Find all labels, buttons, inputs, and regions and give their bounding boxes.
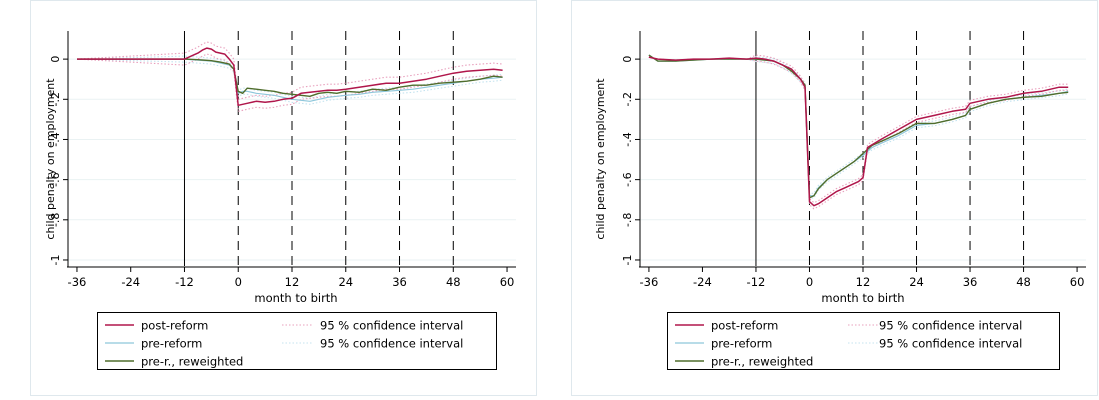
legend-box <box>97 312 497 370</box>
legend-label-ci-pre: 95 % confidence interval <box>879 337 1022 351</box>
y-axis-label: child penalty on employment <box>44 78 57 240</box>
y-tick-label: -.4 <box>621 132 634 146</box>
legend-label-ci-post: 95 % confidence interval <box>879 319 1022 333</box>
legend-label-post-reform: post-reform <box>711 319 778 333</box>
legend-label-ci-post: 95 % confidence interval <box>320 319 463 333</box>
ci-pre-lower-line <box>648 54 1069 199</box>
legend-label-pre-reweighted: pre-r., reweighted <box>141 355 243 369</box>
y-axis-label: child penalty on employment <box>594 78 607 240</box>
legend-label-pre-reform: pre-reform <box>711 337 772 351</box>
series-line-post-reform <box>648 56 1069 207</box>
legend-label-post-reform: post-reform <box>141 319 208 333</box>
x-tick-label: 24 <box>338 275 353 289</box>
y-tick-labels: 0 -.2 -.4 -.6 -.8 -1 <box>621 56 634 266</box>
x-tick-label: 60 <box>1070 275 1085 289</box>
y-tick-label: -1 <box>49 254 62 265</box>
plot-area <box>63 31 516 272</box>
x-tick-label: 60 <box>500 275 515 289</box>
x-tick-labels: -36 -24 -12 0 12 24 36 48 60 <box>68 275 515 289</box>
legend-label-pre-reweighted: pre-r., reweighted <box>711 355 813 369</box>
x-tick-label: 0 <box>235 275 242 289</box>
legend-label-ci-pre: 95 % confidence interval <box>320 337 463 351</box>
y-tick-label: -1 <box>621 254 634 265</box>
y-tick-labels: 0 -.2 -.4 -.6 -.8 -1 <box>49 56 62 266</box>
x-tick-label: 36 <box>963 275 978 289</box>
chart-right: 0 -.2 -.4 -.6 -.8 -1 -36 -24 -12 0 12 24 36 48 60 chi… <box>594 31 1086 370</box>
y-tick-label: -.6 <box>621 172 634 186</box>
x-tick-label: -12 <box>175 275 194 289</box>
legend-box <box>667 312 1060 370</box>
chart-left: 0 -.2 -.4 -.6 -.8 -1 -36 -24 -12 0 12 24 36 48 60 chi… <box>44 31 516 370</box>
y-tick-label: -.4 <box>49 132 62 146</box>
x-tick-label: -24 <box>121 275 140 289</box>
series-line-pre-reweighted <box>77 58 503 98</box>
x-tick-label: 0 <box>806 275 813 289</box>
y-tick-label: 0 <box>621 56 634 63</box>
y-tick-label: -.6 <box>49 172 62 186</box>
x-tick-labels: -36 -24 -12 0 12 24 36 48 60 <box>640 275 1085 289</box>
series-line-post-reform <box>77 47 503 107</box>
ci-pre-upper-line <box>648 54 1069 194</box>
y-tick-label: -.2 <box>621 92 634 106</box>
legend: post-reform pre-reform pre-r., reweighte… <box>667 312 1060 370</box>
x-tick-label: -24 <box>693 275 712 289</box>
x-tick-label: -36 <box>640 275 659 289</box>
ci-pre-lower-line <box>76 58 503 105</box>
y-tick-label: -.8 <box>49 213 62 227</box>
x-tick-label: 12 <box>285 275 300 289</box>
legend-label-pre-reform: pre-reform <box>141 337 202 351</box>
y-tick-label: -.2 <box>49 92 62 106</box>
y-tick-label: -.8 <box>621 213 634 227</box>
x-axis-label: month to birth <box>254 291 337 305</box>
x-tick-label: 36 <box>392 275 407 289</box>
x-tick-label: -12 <box>747 275 766 289</box>
legend: post-reform pre-reform pre-r., reweighte… <box>97 312 497 370</box>
x-tick-label: 12 <box>856 275 871 289</box>
x-tick-label: 48 <box>1016 275 1031 289</box>
x-tick-label: 48 <box>446 275 461 289</box>
plot-area <box>635 31 1086 272</box>
x-axis-label: month to birth <box>821 291 904 305</box>
x-tick-label: 24 <box>909 275 924 289</box>
x-tick-label: -36 <box>68 275 87 289</box>
y-tick-label: 0 <box>49 56 62 63</box>
